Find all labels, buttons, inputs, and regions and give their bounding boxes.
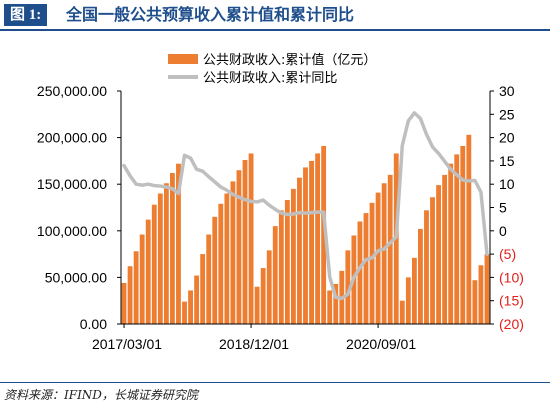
line-series-group bbox=[122, 111, 489, 301]
bar bbox=[345, 250, 351, 324]
legend: 公共财政收入:累计值（亿元） 公共财政收入:累计同比 bbox=[168, 52, 376, 86]
bar bbox=[472, 280, 478, 324]
right-tick-label: 15 bbox=[499, 153, 515, 169]
right-tick-label: (10) bbox=[499, 269, 524, 285]
legend-bar-label: 公共财政收入:累计值（亿元） bbox=[203, 52, 376, 68]
legend-line-label: 公共财政收入:累计同比 bbox=[203, 71, 337, 86]
bar bbox=[321, 145, 327, 324]
bar bbox=[206, 234, 212, 324]
x-tick-label: 2020/09/01 bbox=[346, 336, 416, 352]
bar bbox=[218, 203, 224, 324]
bar bbox=[424, 210, 429, 324]
bar bbox=[290, 188, 296, 324]
bar bbox=[151, 204, 157, 324]
bar bbox=[460, 145, 466, 324]
bar bbox=[315, 153, 321, 324]
bar bbox=[387, 174, 393, 324]
figure-label: 图 1: bbox=[4, 4, 48, 26]
bar bbox=[484, 254, 490, 324]
bar bbox=[188, 290, 193, 324]
bar bbox=[236, 170, 242, 324]
bar bbox=[375, 192, 381, 324]
bar bbox=[163, 183, 169, 324]
bar bbox=[327, 290, 333, 324]
bar bbox=[454, 154, 460, 324]
bar bbox=[478, 265, 484, 324]
bar bbox=[418, 228, 423, 324]
bar bbox=[309, 160, 314, 324]
bar bbox=[297, 177, 302, 324]
bar bbox=[278, 210, 284, 324]
left-tick-label: 250,000.00 bbox=[37, 83, 107, 99]
bar bbox=[272, 226, 278, 324]
bar bbox=[170, 173, 175, 324]
source-divider bbox=[0, 382, 550, 383]
bar bbox=[121, 282, 127, 324]
right-tick-label: 25 bbox=[499, 106, 515, 122]
bar bbox=[194, 275, 200, 324]
bar bbox=[266, 250, 272, 324]
bar bbox=[411, 257, 417, 324]
bar bbox=[405, 277, 411, 324]
bar bbox=[430, 197, 435, 324]
bar bbox=[399, 300, 405, 324]
bar bbox=[448, 163, 454, 324]
right-tick-label: (5) bbox=[499, 246, 516, 262]
source-note: 资料来源：IFIND，长城证券研究院 bbox=[4, 388, 198, 402]
right-tick-label: (15) bbox=[499, 293, 524, 309]
title-divider bbox=[0, 29, 550, 31]
bar bbox=[157, 193, 163, 324]
bar bbox=[357, 221, 363, 324]
right-tick-label: 30 bbox=[499, 83, 515, 99]
bar bbox=[442, 174, 448, 324]
bar bbox=[284, 200, 290, 324]
bar bbox=[381, 183, 387, 324]
bar bbox=[333, 283, 339, 324]
bar bbox=[212, 216, 218, 324]
right-tick-label: (20) bbox=[499, 316, 524, 332]
left-tick-label: 0.00 bbox=[80, 316, 107, 332]
left-tick-label: 150,000.00 bbox=[37, 176, 107, 192]
axes-group: 0.00 50,000.00 100,000.00 150,000.00 200,000… bbox=[37, 83, 524, 352]
bar bbox=[260, 268, 266, 324]
bar bbox=[436, 185, 441, 324]
right-tick-label: 20 bbox=[499, 130, 515, 146]
bar bbox=[176, 163, 181, 324]
bar bbox=[303, 167, 308, 324]
bar bbox=[224, 193, 230, 324]
right-tick-label: 0 bbox=[499, 223, 507, 239]
legend-bar-swatch bbox=[168, 54, 198, 64]
bar bbox=[182, 301, 187, 324]
bar-series-group bbox=[121, 134, 490, 324]
bar bbox=[133, 251, 139, 324]
x-tick-label: 2017/03/01 bbox=[92, 336, 162, 352]
bar bbox=[363, 213, 369, 324]
bar bbox=[200, 254, 206, 324]
bar bbox=[242, 159, 248, 324]
bar bbox=[127, 266, 133, 324]
bar bbox=[145, 219, 151, 324]
bar bbox=[254, 286, 260, 324]
bar bbox=[139, 234, 145, 324]
figure-title-bar: 图 1: 全国一般公共预算收入累计值和累计同比 bbox=[0, 0, 550, 31]
right-tick-label: 10 bbox=[499, 176, 515, 192]
left-tick-label: 50,000.00 bbox=[45, 269, 107, 285]
revenue-chart: 0.00 50,000.00 100,000.00 150,000.00 200,000… bbox=[37, 52, 524, 352]
bar bbox=[230, 181, 236, 324]
left-tick-label: 100,000.00 bbox=[37, 223, 107, 239]
bar bbox=[369, 202, 375, 324]
figure-title: 全国一般公共预算收入累计值和累计同比 bbox=[66, 5, 355, 24]
right-tick-label: 5 bbox=[499, 200, 507, 216]
bar bbox=[248, 153, 254, 324]
bar bbox=[466, 134, 472, 324]
left-tick-label: 200,000.00 bbox=[37, 130, 107, 146]
x-tick-label: 2018/12/01 bbox=[219, 336, 289, 352]
